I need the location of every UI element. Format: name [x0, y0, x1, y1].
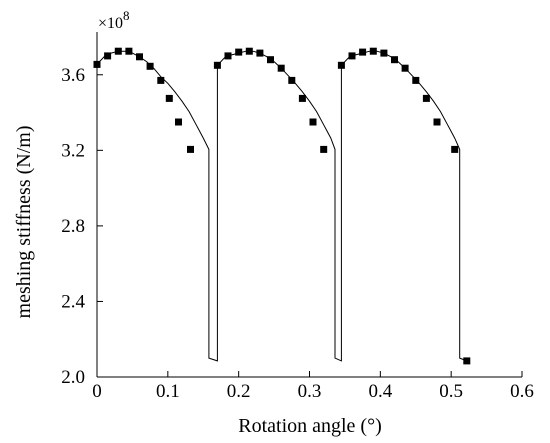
data-point-marker	[337, 61, 345, 69]
x-axis-ticks: 0 0.1 0.2 0.3 0.4 0.5 0.6	[92, 371, 534, 402]
data-point-marker	[104, 52, 112, 60]
data-point-marker	[146, 62, 154, 70]
x-tick-label: 0.5	[439, 381, 463, 402]
data-point-marker	[267, 56, 274, 64]
marker-layer	[93, 47, 471, 365]
data-point-marker	[391, 56, 398, 64]
data-point-marker	[187, 145, 194, 153]
x-tick-label: 0.3	[298, 381, 322, 402]
data-point-marker	[125, 47, 133, 55]
y-axis-title: meshing stiffness (N/m)	[13, 126, 35, 319]
data-point-marker	[114, 47, 122, 55]
y-tick-label: 2.0	[61, 367, 85, 388]
data-point-marker	[175, 118, 182, 126]
data-point-marker	[309, 118, 317, 126]
plot-area: 0 0.1 0.2 0.3 0.4 0.5 0.6 2.0 2.4 2.8 3.2 3.6	[61, 32, 534, 402]
y-axis-ticks: 2.0 2.4 2.8 3.2 3.6	[61, 65, 103, 388]
data-point-marker	[288, 76, 296, 84]
data-point-marker	[277, 64, 285, 72]
data-point-marker	[369, 47, 377, 55]
data-point-marker	[320, 145, 328, 153]
data-point-marker	[235, 48, 243, 56]
y-tick-label: 2.4	[61, 291, 85, 312]
series-line	[96, 50, 467, 362]
data-point-marker	[412, 76, 420, 84]
series-layer	[96, 50, 467, 362]
data-point-marker	[380, 49, 388, 57]
x-axis-title: Rotation angle (°)	[238, 415, 382, 437]
data-point-marker	[433, 118, 441, 126]
x-tick-label: 0	[92, 381, 102, 402]
data-point-marker	[93, 60, 101, 68]
x-tick-label: 0.4	[368, 381, 392, 402]
x-tick-label: 0.2	[227, 381, 251, 402]
data-point-marker	[348, 52, 356, 60]
data-point-marker	[359, 48, 367, 56]
y-multiplier-exponent: 8	[123, 8, 130, 23]
x-tick-label: 0.1	[156, 381, 180, 402]
data-point-marker	[213, 61, 221, 69]
data-point-marker	[136, 53, 143, 61]
data-point-marker	[463, 357, 471, 365]
y-multiplier-base: ×10	[98, 15, 123, 32]
data-point-marker	[256, 49, 264, 57]
x-tick-label: 0.6	[510, 381, 534, 402]
y-tick-label: 3.2	[61, 140, 85, 161]
data-point-marker	[165, 94, 173, 102]
data-point-marker	[245, 47, 253, 55]
data-point-marker	[224, 52, 232, 60]
y-tick-label: 2.8	[61, 216, 85, 237]
data-point-marker	[298, 94, 306, 102]
data-point-marker	[157, 76, 165, 84]
data-point-marker	[451, 145, 459, 153]
y-axis-multiplier: ×108	[98, 8, 130, 32]
y-tick-label: 3.6	[61, 65, 85, 86]
data-point-marker	[401, 64, 409, 72]
data-point-marker	[422, 94, 430, 102]
